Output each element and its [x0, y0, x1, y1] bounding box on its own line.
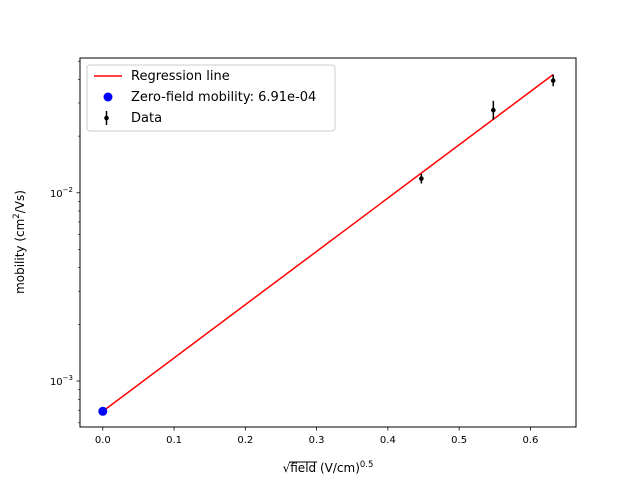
plot-content	[98, 73, 556, 416]
x-axis-label-unit: (V/cm)	[316, 461, 360, 475]
sqrt-radical: √	[283, 461, 291, 475]
y-tick-label: 10−2	[50, 186, 73, 200]
x-tick-label: 0.3	[309, 435, 325, 446]
legend-data-marker-swatch	[104, 115, 109, 121]
x-tick-label: 0.1	[166, 435, 182, 446]
legend-box	[86, 64, 336, 132]
regression-line	[102, 73, 554, 412]
data-point	[419, 176, 424, 181]
y-axis-label-suffix: /Vs)	[13, 190, 27, 213]
x-axis-label-exponent: 0.5	[360, 460, 374, 470]
y-axis-label-superscript: 2	[12, 213, 22, 218]
y-tick-label: 10−3	[50, 374, 73, 388]
data-point	[491, 107, 496, 113]
x-tick-label: 0.2	[237, 435, 253, 446]
x-tick-label: 0.5	[451, 435, 467, 446]
legend-data-label: Data	[131, 111, 162, 126]
x-axis-label-main: field	[290, 461, 316, 475]
plot-frame	[79, 57, 577, 428]
legend-zero-field-label: Zero-field mobility: 6.91e-04	[131, 90, 316, 105]
legend-zero-field-swatch	[103, 92, 113, 102]
x-tick-label: 0.6	[522, 435, 538, 446]
zero-field-point	[98, 406, 108, 416]
x-axis: 0.0 0.1 0.2 0.3 0.4 0.5 0.6	[95, 427, 538, 446]
x-axis-label: √field (V/cm)0.5	[283, 460, 374, 475]
y-axis-label: mobility (cm2/Vs)	[12, 190, 27, 294]
x-tick-label: 0.0	[95, 435, 111, 446]
legend-regression-label: Regression line	[131, 69, 230, 84]
data-point	[550, 78, 556, 83]
x-tick-label: 0.4	[380, 435, 396, 446]
y-axis: 10−3 10−2	[50, 60, 80, 424]
y-axis-label-main: mobility (cm	[13, 219, 27, 294]
legend: Regression line Zero-field mobility: 6.9…	[86, 64, 336, 132]
